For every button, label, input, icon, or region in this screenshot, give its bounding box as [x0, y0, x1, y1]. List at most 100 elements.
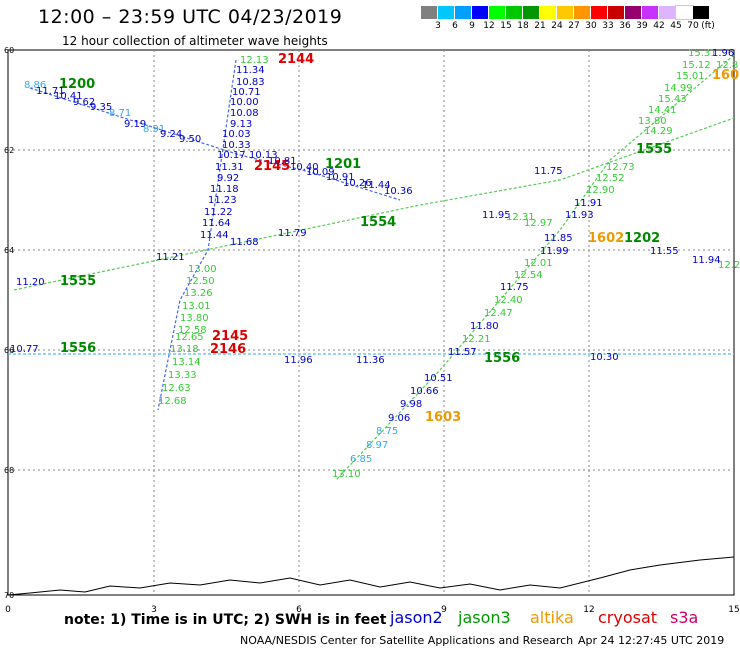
wave-height-label: 1555: [60, 274, 96, 289]
wave-height-label: 2144: [278, 52, 314, 67]
wave-height-label: 8.97: [366, 440, 388, 451]
wave-height-label: 11.96: [284, 355, 313, 366]
y-tick-label: 64: [4, 246, 14, 255]
x-tick-label: 3: [151, 605, 157, 615]
wave-height-label: 1556: [484, 351, 520, 366]
color-scale-label: 42: [653, 21, 665, 31]
wave-height-label: 15.01: [676, 71, 705, 82]
wave-height-label: 8.75: [376, 426, 398, 437]
color-scale-label: 70: [687, 21, 699, 31]
x-tick-label: 15: [728, 605, 739, 615]
wave-height-label: 11.85: [544, 233, 573, 244]
wave-height-label: 2146: [210, 342, 246, 357]
wave-height-label: 10.00: [230, 97, 259, 108]
x-tick-label: 6: [296, 605, 302, 615]
wave-height-label: 11.44: [200, 230, 229, 241]
page-title: 12:00 – 23:59 UTC 04/23/2019: [38, 6, 343, 28]
wave-height-label: 10.17: [217, 150, 246, 161]
wave-height-label: 1603: [425, 410, 461, 425]
wave-height-label: 9.62: [73, 97, 95, 108]
wave-height-label: 10.09: [306, 167, 335, 178]
wave-height-label: 12.52: [596, 173, 625, 184]
color-scale-label: 39: [636, 21, 648, 31]
satellite-legend-item: altika: [530, 608, 574, 627]
wave-height-label: 1555: [636, 142, 672, 157]
color-swatch: [608, 6, 625, 19]
wave-height-label: 2145: [212, 329, 248, 344]
color-scale-label: 33: [602, 21, 614, 31]
wave-height-label: 12.50: [186, 276, 215, 287]
wave-height-label: 10.30: [590, 352, 619, 363]
color-scale-bar: [421, 5, 710, 20]
wave-height-label: 11.23: [208, 195, 237, 206]
wave-height-label: 10.26: [343, 178, 372, 189]
color-swatch: [438, 6, 455, 19]
color-swatch: [489, 6, 506, 19]
wave-height-label: 9.98: [400, 399, 422, 410]
wave-height-label: 10.71: [232, 87, 261, 98]
wave-height-label: 12.97: [524, 218, 553, 229]
wave-height-label: 15.43: [658, 94, 687, 105]
wave-height-label: 13.14: [172, 357, 201, 368]
wave-height-label: 1556: [60, 341, 96, 356]
wave-height-label: 12.63: [162, 383, 191, 394]
wave-height-label: 9.92: [217, 173, 239, 184]
wave-height-label: 11.36: [356, 355, 385, 366]
wave-height-label: 11.18: [210, 184, 239, 195]
wave-height-label: 11.95: [482, 210, 511, 221]
wave-height-label: 9.24: [160, 129, 182, 140]
color-scale-label: 45: [670, 21, 682, 31]
wave-height-label: 10.83: [236, 77, 265, 88]
y-tick-label: 60: [4, 46, 14, 55]
wave-height-label: 13.18: [170, 344, 199, 355]
wave-height-label: 11.75: [534, 166, 563, 177]
color-swatch: [506, 6, 523, 19]
wave-height-label: 12.47: [484, 308, 513, 319]
wave-height-label: 12.01: [524, 258, 553, 269]
wave-height-label: 9.35: [90, 102, 112, 113]
satellite-legend-item: jason3: [458, 608, 511, 627]
color-scale-label: 21: [534, 21, 546, 31]
wave-height-label: 14.29: [644, 126, 673, 137]
color-scale-label: 15: [500, 21, 512, 31]
wave-height-label: 11.99: [540, 246, 569, 257]
wave-height-label: 12.8: [716, 60, 738, 71]
color-scale-label: 30: [585, 21, 597, 31]
wave-height-label: 11.80: [470, 321, 499, 332]
wave-height-label: 11.34: [236, 65, 265, 76]
wave-height-label: 12.58: [178, 325, 207, 336]
wave-height-label: 8.71: [109, 108, 131, 119]
color-scale-labels: 3 6 9 12 15 18 21 24 27 30 33 36 39 42 45 70 (ft): [421, 21, 740, 33]
wave-height-label: 1602: [588, 231, 624, 246]
color-swatch: [557, 6, 574, 19]
color-scale-label: 24: [551, 21, 563, 31]
wave-height-label: 11.22: [204, 207, 233, 218]
wave-height-label: 12.73: [606, 162, 635, 173]
wave-height-label: 10.08: [230, 108, 259, 119]
wave-height-label: 11.57: [448, 347, 477, 358]
color-scale-label: 27: [568, 21, 580, 31]
color-scale-label: 12: [483, 21, 495, 31]
wave-height-label: 2145: [254, 159, 290, 174]
wave-height-label: 12.31: [506, 212, 535, 223]
wave-height-label: 8.86: [24, 80, 46, 91]
wave-height-label: 11.55: [650, 246, 679, 257]
wave-height-label: 10.36: [384, 186, 413, 197]
wave-height-label: 13.80: [638, 116, 667, 127]
wave-height-label: 12.13: [240, 55, 269, 66]
wave-height-label: 11.44: [362, 180, 391, 191]
wave-height-label: 15.31: [688, 48, 717, 59]
satellite-legend-item: cryosat: [598, 608, 658, 627]
wave-height-label: 9.13: [230, 119, 252, 130]
wave-height-label: 13.10: [332, 469, 361, 480]
wave-height-label: 11.91: [574, 198, 603, 209]
wave-height-label: 9.19: [124, 119, 146, 130]
wave-height-label: 1.96: [712, 48, 734, 59]
x-tick-label: 12: [583, 605, 594, 615]
wave-height-label: 9.06: [388, 413, 410, 424]
wave-height-label: 11.75: [500, 282, 529, 293]
wave-height-label: 12.23: [718, 260, 740, 271]
wave-height-label: 6.85: [350, 454, 372, 465]
wave-height-label: 11.79: [278, 228, 307, 239]
wave-height-label: 160: [712, 68, 739, 83]
